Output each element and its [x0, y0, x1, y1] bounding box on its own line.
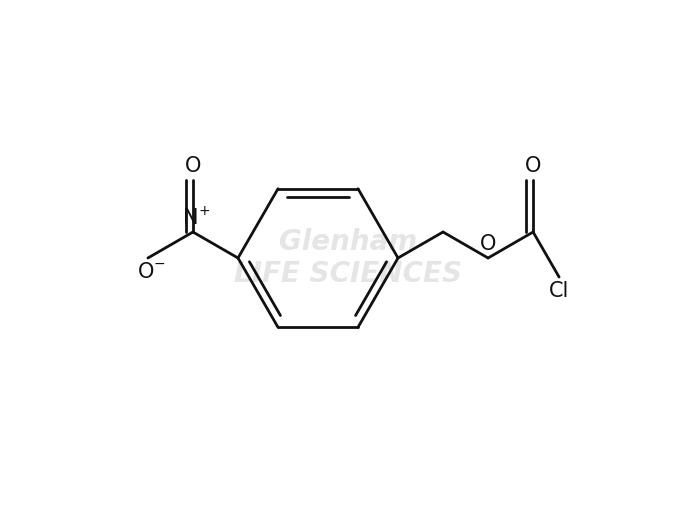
Text: N: N [183, 208, 199, 228]
Text: O: O [525, 156, 541, 176]
Text: −: − [153, 257, 165, 271]
Text: Glenham
LIFE SCIENCES: Glenham LIFE SCIENCES [234, 228, 462, 288]
Text: O: O [480, 234, 496, 254]
Text: Cl: Cl [549, 281, 569, 301]
Text: O: O [184, 156, 201, 176]
Text: +: + [198, 204, 209, 218]
Text: O: O [138, 262, 154, 282]
